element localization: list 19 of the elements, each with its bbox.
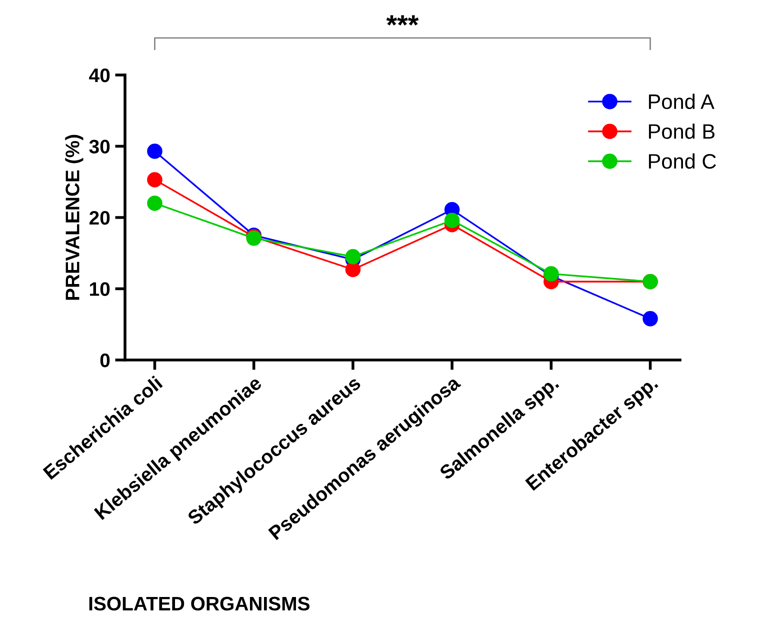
- point: [147, 172, 162, 188]
- point: [147, 144, 162, 159]
- x-axis-title: ISOLATED ORGANISMS: [89, 596, 310, 611]
- legend-label: Pond C: [648, 153, 716, 169]
- point: [147, 196, 162, 211]
- legend-label: Pond A: [648, 94, 714, 110]
- y-tick-label: 40: [89, 68, 110, 82]
- point: [345, 249, 361, 264]
- y-tick-label: 10: [90, 282, 110, 296]
- point: [345, 262, 361, 278]
- point: [642, 311, 658, 326]
- text: ***: [386, 15, 419, 26]
- point: [444, 212, 460, 228]
- point: [544, 266, 559, 282]
- y-tick-label: 0: [100, 353, 110, 368]
- y-tick-label: 20: [89, 210, 110, 225]
- y-tick-label: 30: [89, 140, 110, 154]
- legend-label: Pond B: [648, 124, 715, 139]
- y-axis-title: PREVALENCE (%): [65, 134, 84, 300]
